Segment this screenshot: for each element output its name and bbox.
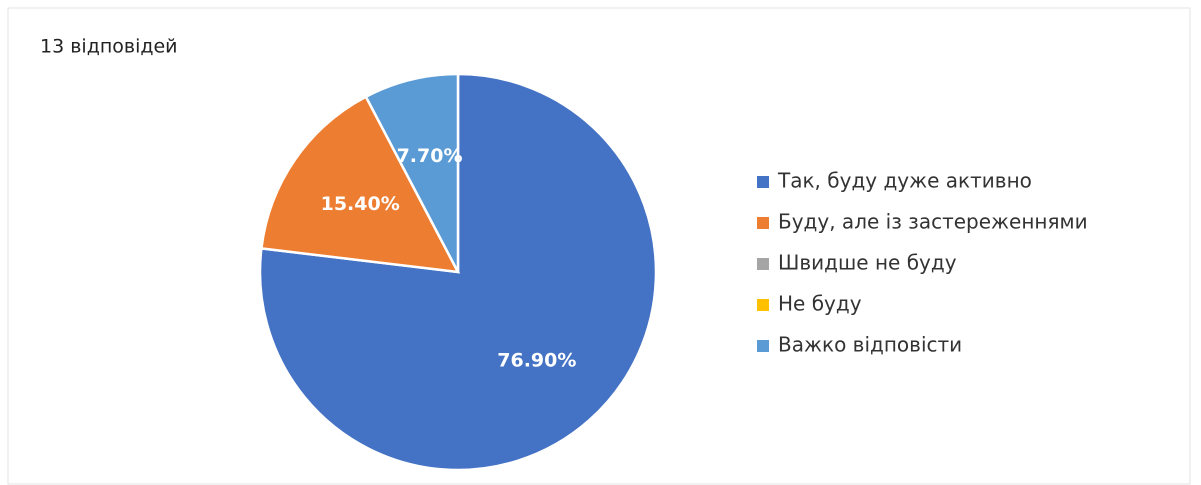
pie-slice	[258, 72, 658, 472]
chart-title: 13 відповідей	[40, 36, 178, 58]
legend-label: Так, буду дуже активно	[777, 169, 1032, 193]
legend-label: Буду, але із застереженнями	[778, 210, 1088, 234]
legend-swatch	[757, 340, 769, 352]
legend-label: Важко відповісти	[778, 333, 962, 357]
legend-label: Швидше не буду	[778, 251, 957, 275]
legend-label: Не буду	[778, 292, 862, 316]
pie-slice	[260, 95, 461, 274]
data-label: 76.90%	[497, 349, 576, 371]
legend-swatch	[757, 258, 769, 270]
data-label: 15.40%	[321, 193, 400, 215]
legend-swatch	[757, 176, 769, 188]
pie-slice	[364, 72, 460, 273]
legend-swatch	[757, 299, 769, 311]
data-label: 7.70%	[397, 145, 463, 167]
legend-swatch	[757, 217, 769, 229]
